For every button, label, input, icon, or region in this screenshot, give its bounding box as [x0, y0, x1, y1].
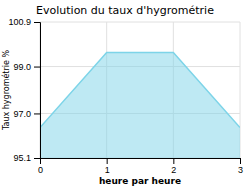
tick: 99.0: [13, 62, 40, 72]
grid-line: [40, 22, 240, 23]
tick-label: 100.9: [8, 17, 31, 27]
marks: [40, 52, 240, 158]
tick-label: 3: [238, 165, 243, 175]
tick-mark: [173, 158, 174, 164]
tick-label: 95.1: [13, 153, 31, 163]
tick: 2: [171, 158, 176, 175]
plot-area: 0 1 2 3 95.1 97.0 99.0 100.9: [8, 17, 243, 175]
tick-mark: [34, 22, 40, 23]
tick-mark: [240, 158, 241, 164]
tick-mark: [34, 113, 40, 114]
tick-label: 2: [171, 165, 176, 175]
tick-label: 99.0: [13, 62, 31, 72]
tick: 0: [38, 158, 43, 175]
tick-label: 0: [38, 165, 43, 175]
line: [40, 52, 240, 127]
tick-mark: [34, 67, 40, 68]
tick-mark: [107, 158, 108, 164]
tick-mark: [34, 158, 40, 159]
tick: 95.1: [13, 153, 40, 163]
y-axis-title: Taux hygrométrie %: [1, 50, 11, 132]
y-axis: 95.1 97.0 99.0 100.9: [8, 17, 40, 163]
tick: 97.0: [13, 109, 40, 119]
tick: 100.9: [8, 17, 40, 27]
axis-line: [34, 23, 41, 159]
axis-line: [41, 159, 241, 165]
x-axis-title: heure par heure: [99, 176, 181, 186]
tick: 3: [238, 158, 243, 175]
tick-label: 97.0: [13, 109, 31, 119]
x-axis: 0 1 2 3: [38, 158, 243, 175]
title: Evolution du taux d'hygrométrie: [36, 4, 214, 17]
chart: 0 1 2 3 95.1 97.0 99.0 100.9 Evolution du taux d…: [0, 0, 250, 188]
area: [40, 52, 240, 158]
tick-label: 1: [105, 165, 110, 175]
tick: 1: [105, 158, 110, 175]
grid: [40, 22, 240, 158]
